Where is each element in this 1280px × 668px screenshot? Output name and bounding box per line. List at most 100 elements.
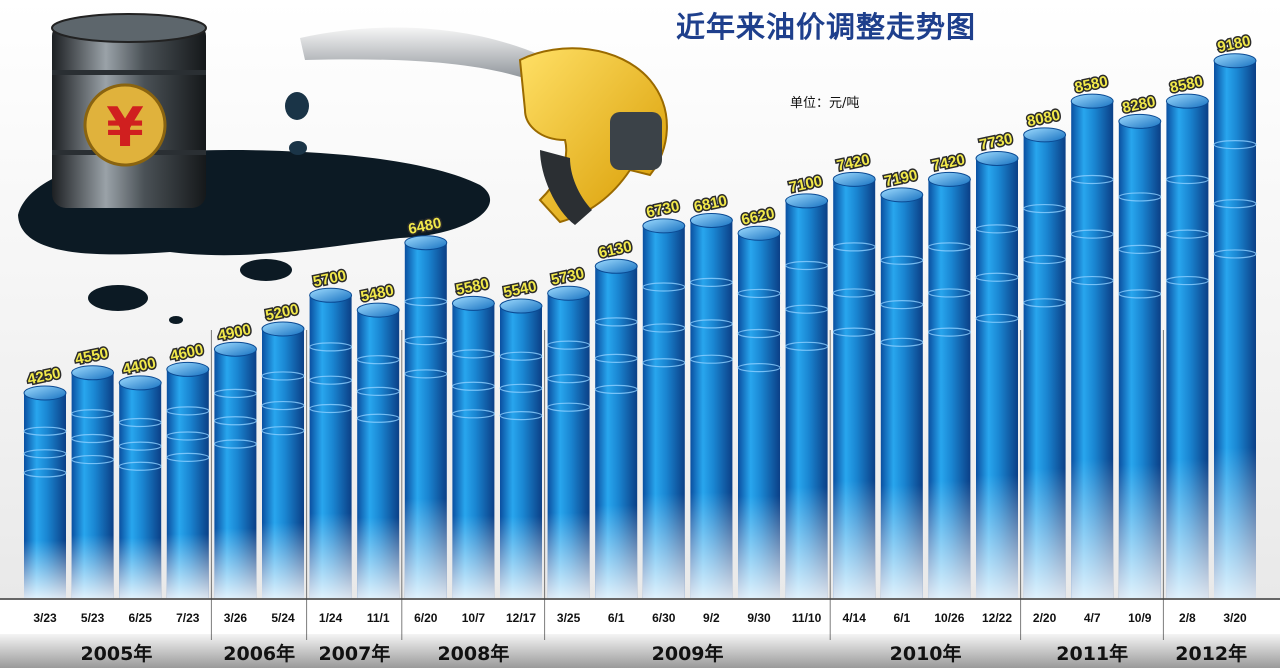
bar-top	[642, 218, 686, 234]
bar-top	[404, 235, 448, 251]
fuel-nozzle-icon	[300, 27, 668, 225]
value-label: 5540	[502, 278, 538, 302]
bar-15	[737, 225, 781, 598]
value-label: 5480	[359, 282, 395, 306]
x-tick-label: 10/9	[1128, 611, 1152, 625]
value-label: 6130	[597, 238, 633, 262]
bar-fade	[452, 303, 495, 598]
year-label: 2007年	[318, 642, 390, 665]
x-tick-label: 9/2	[703, 611, 720, 625]
bar-top	[785, 193, 829, 209]
bar-7	[356, 302, 400, 598]
bar-top	[166, 361, 210, 377]
year-label: 2008年	[437, 642, 509, 665]
bar-25	[1213, 53, 1257, 598]
x-tick-label: 6/30	[652, 611, 676, 625]
value-label: 6620	[740, 205, 776, 229]
x-tick-label: 4/14	[843, 611, 867, 625]
bar-top	[1165, 93, 1209, 109]
x-tick-label: 2/8	[1179, 611, 1196, 625]
bar-fade	[1214, 60, 1256, 598]
bar-top	[213, 341, 257, 357]
oil-drop-small-1	[88, 285, 148, 311]
bar-fade	[1166, 101, 1209, 599]
year-axis-strip	[0, 634, 1280, 668]
x-tick-label: 11/1	[367, 611, 390, 625]
bar-top	[261, 321, 305, 337]
bar-fade	[1023, 134, 1066, 598]
oil-drip-2	[289, 141, 307, 155]
bar-fade	[1071, 101, 1114, 599]
x-tick-label: 4/7	[1084, 611, 1101, 625]
x-tick-label: 1/24	[319, 611, 343, 625]
bar-22	[1070, 93, 1114, 599]
bar-24	[1165, 93, 1210, 599]
bar-13	[642, 218, 686, 598]
bar-8	[404, 235, 448, 598]
bar-fade	[309, 295, 352, 598]
value-label: 7190	[883, 167, 919, 191]
bar-fade	[690, 220, 733, 598]
value-label: 4550	[74, 345, 110, 369]
bar-fade	[928, 179, 971, 599]
value-label: 4400	[121, 355, 157, 379]
bar-fade	[880, 194, 923, 598]
x-tick-label: 12/22	[982, 611, 1012, 625]
bar-19	[927, 171, 972, 599]
bar-fade	[214, 349, 257, 598]
value-label: 4250	[26, 365, 62, 389]
x-tick-label: 7/23	[176, 611, 200, 625]
value-label: 7100	[788, 173, 824, 197]
bar-top	[1070, 93, 1114, 109]
bar-top	[689, 212, 733, 228]
bar-23	[1118, 113, 1162, 599]
bar-2	[118, 375, 162, 598]
x-tick-label: 10/7	[462, 611, 486, 625]
x-tick-label: 5/24	[271, 611, 295, 625]
bar-top	[1213, 53, 1257, 69]
oil-drip	[285, 92, 309, 120]
bar-fade	[1118, 121, 1161, 599]
date-axis-strip	[0, 598, 1280, 636]
bar-top	[737, 225, 781, 241]
bar-14	[689, 212, 734, 598]
value-label: 7420	[835, 151, 871, 175]
bar-top	[23, 385, 67, 401]
year-label: 2009年	[652, 642, 724, 665]
bar-fade	[357, 310, 400, 598]
bar-6	[309, 287, 353, 598]
bar-4	[213, 341, 257, 598]
x-tick-label: 3/23	[33, 611, 57, 625]
bar-fade	[166, 369, 209, 598]
value-label: 5580	[454, 275, 490, 299]
bar-top	[880, 187, 924, 203]
bar-1	[70, 365, 115, 598]
bar-fade	[119, 382, 162, 598]
bar-top	[594, 258, 638, 274]
x-tick-label: 6/1	[893, 611, 910, 625]
value-label: 7730	[978, 130, 1014, 154]
value-label: 8580	[1073, 73, 1109, 97]
bar-top	[71, 365, 115, 381]
bar-top	[975, 150, 1019, 166]
bar-3	[166, 361, 210, 598]
bar-0	[23, 385, 67, 598]
bar-top	[356, 302, 400, 318]
bar-top	[832, 171, 876, 187]
x-tick-label: 12/17	[506, 611, 536, 625]
bar-top	[1118, 113, 1162, 129]
oil-drop-small-3	[169, 316, 183, 324]
bar-9	[451, 295, 495, 598]
oil-barrel-icon: ¥	[51, 13, 207, 208]
bar-fade	[71, 372, 114, 598]
year-label: 2006年	[223, 642, 295, 665]
bar-21	[1022, 127, 1067, 598]
bar-fade	[642, 225, 685, 598]
value-label: 6730	[645, 198, 681, 222]
bar-top	[118, 375, 162, 391]
bar-fade	[500, 306, 542, 598]
x-tick-label: 6/1	[608, 611, 625, 625]
bar-10	[499, 298, 543, 598]
value-label: 4900	[216, 321, 252, 345]
year-label: 2011年	[1056, 642, 1128, 665]
